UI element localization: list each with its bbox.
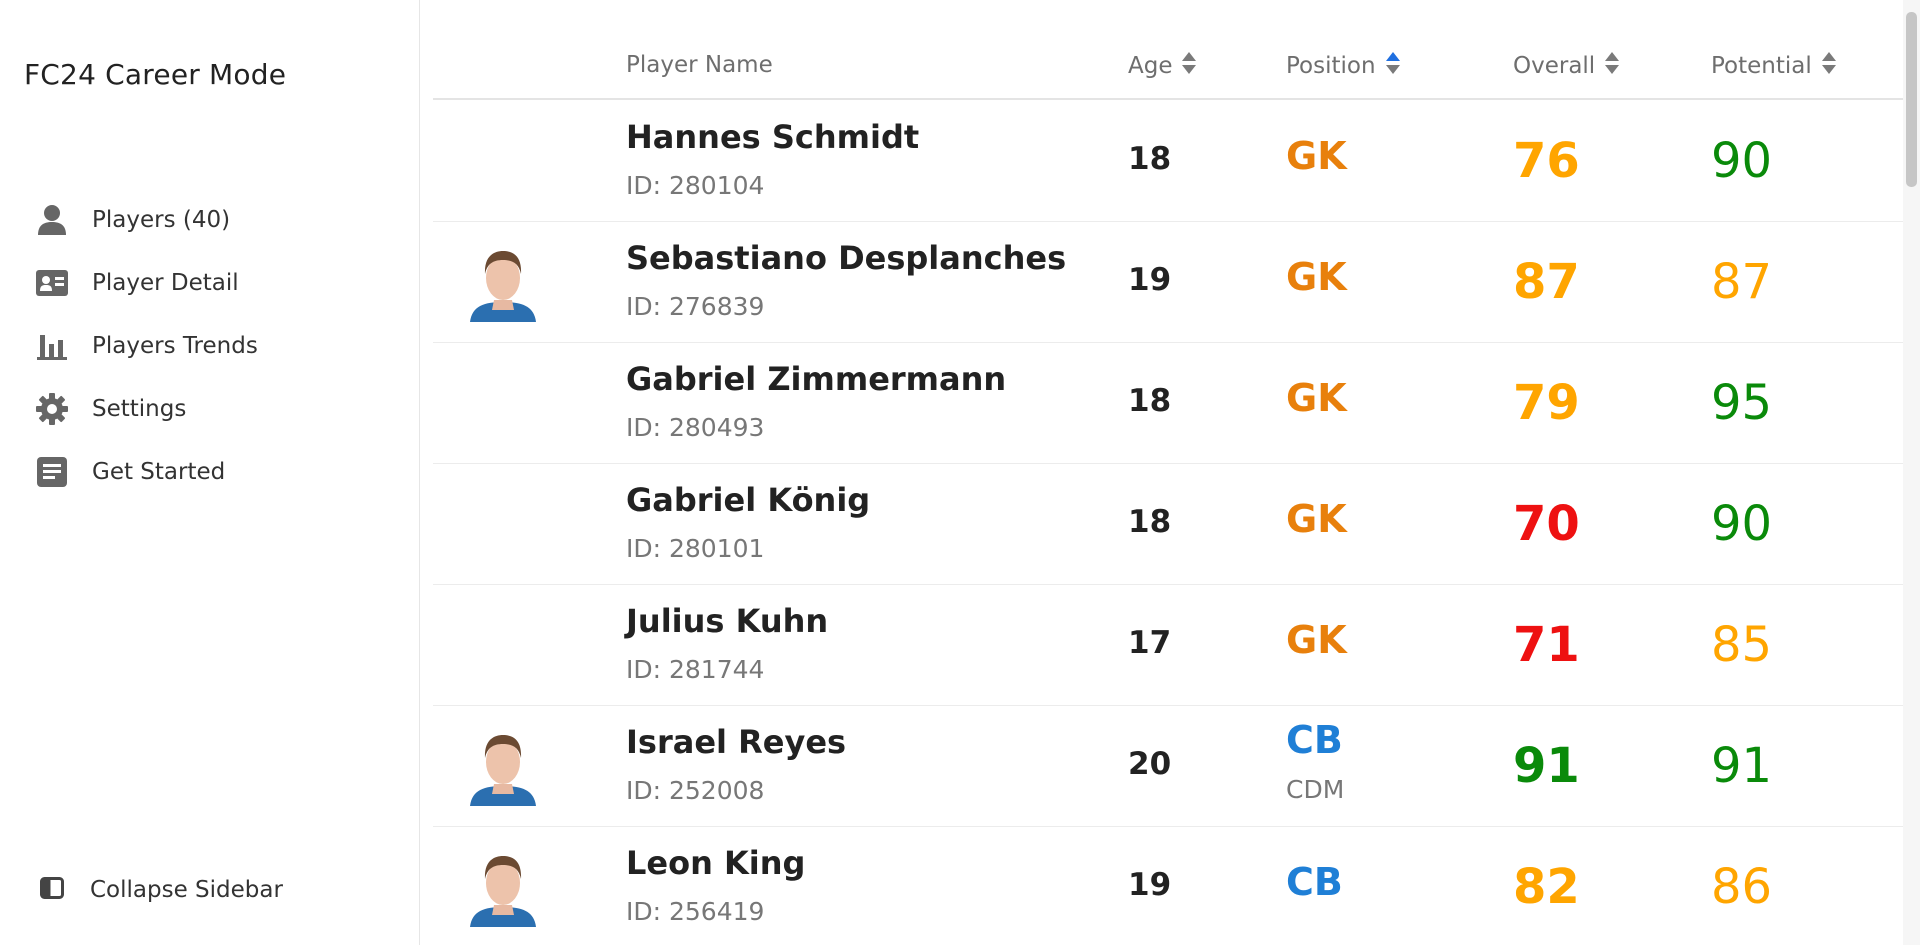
gear-icon: [36, 392, 68, 425]
player-potential: 90: [1711, 133, 1773, 189]
player-name[interactable]: Julius Kuhn: [626, 602, 829, 640]
sidebar-toggle-icon: [40, 877, 64, 903]
players-table: Player Name Age Position Overall: [433, 0, 1903, 945]
collapse-sidebar-label: Collapse Sidebar: [90, 877, 283, 903]
player-id: ID: 280104: [626, 171, 765, 200]
player-overall: 91: [1513, 738, 1580, 794]
player-position: GK: [1286, 497, 1347, 541]
player-photo: [468, 849, 538, 927]
player-secondary-position: CDM: [1286, 775, 1345, 804]
player-id: ID: 281744: [626, 655, 765, 684]
sort-icon: [1821, 52, 1836, 80]
scrollbar-thumb[interactable]: [1906, 12, 1917, 187]
document-icon: [36, 456, 68, 488]
header-label: Potential: [1711, 53, 1812, 79]
player-overall: 71: [1513, 617, 1580, 673]
sidebar-nav: Players (40) Player Detail: [0, 188, 420, 503]
header-label: Player Name: [626, 52, 773, 78]
player-position: GK: [1286, 255, 1347, 299]
vertical-scrollbar[interactable]: [1903, 0, 1920, 945]
player-id: ID: 280493: [626, 413, 765, 442]
player-overall: 82: [1513, 859, 1580, 915]
sidebar-item-get-started[interactable]: Get Started: [0, 440, 420, 503]
player-potential: 91: [1711, 738, 1773, 794]
table-row[interactable]: Julius Kuhn ID: 281744 17 GK 71 85: [433, 585, 1903, 706]
sidebar-item-players[interactable]: Players (40): [0, 188, 420, 251]
header-label: Position: [1286, 53, 1376, 79]
header-overall[interactable]: Overall: [1513, 52, 1620, 80]
person-icon: [36, 204, 68, 236]
table-row[interactable]: Hannes Schmidt ID: 280104 18 GK 76 90: [433, 101, 1903, 222]
player-position: GK: [1286, 134, 1347, 178]
player-age: 18: [1128, 504, 1172, 540]
player-position: CB: [1286, 860, 1343, 904]
player-id: ID: 252008: [626, 776, 765, 805]
player-id: ID: 256419: [626, 897, 765, 926]
header-potential[interactable]: Potential: [1711, 52, 1836, 80]
header-position[interactable]: Position: [1286, 52, 1400, 80]
header-label: Age: [1128, 53, 1173, 79]
id-card-icon: [36, 267, 68, 299]
table-header: Player Name Age Position Overall: [433, 40, 1903, 100]
player-name[interactable]: Israel Reyes: [626, 723, 847, 761]
sidebar-item-label: Settings: [92, 395, 187, 422]
header-player-name[interactable]: Player Name: [626, 52, 773, 78]
header-age[interactable]: Age: [1128, 52, 1197, 80]
table-row[interactable]: Sebastiano Desplanches ID: 276839 19 GK 87 87: [433, 222, 1903, 343]
player-overall: 76: [1513, 133, 1580, 189]
player-overall: 87: [1513, 254, 1580, 310]
player-position: GK: [1286, 618, 1347, 662]
player-potential: 85: [1711, 617, 1773, 673]
sort-icon: [1605, 52, 1620, 80]
player-age: 19: [1128, 262, 1172, 298]
app-title: FC24 Career Mode: [24, 58, 287, 91]
player-potential: 87: [1711, 254, 1773, 310]
header-label: Overall: [1513, 53, 1596, 79]
table-row[interactable]: Israel Reyes ID: 252008 20 CB CDM 91 91: [433, 706, 1903, 827]
player-name[interactable]: Sebastiano Desplanches: [626, 239, 1067, 277]
bar-chart-icon: [36, 330, 68, 362]
sidebar: FC24 Career Mode Players (40): [0, 0, 420, 945]
player-age: 20: [1128, 746, 1172, 782]
player-age: 18: [1128, 383, 1172, 419]
player-age: 17: [1128, 625, 1172, 661]
sidebar-item-player-detail[interactable]: Player Detail: [0, 251, 420, 314]
player-overall: 79: [1513, 375, 1580, 431]
sort-icon: [1182, 52, 1197, 80]
player-name[interactable]: Hannes Schmidt: [626, 118, 920, 156]
player-id: ID: 276839: [626, 292, 765, 321]
player-name[interactable]: Gabriel Zimmermann: [626, 360, 1007, 398]
player-age: 18: [1128, 141, 1172, 177]
player-overall: 70: [1513, 496, 1580, 552]
sort-active-icon: [1385, 52, 1400, 80]
sidebar-item-players-trends[interactable]: Players Trends: [0, 314, 420, 377]
table-row[interactable]: Leon King ID: 256419 19 CB 82 86: [433, 827, 1903, 945]
player-name[interactable]: Gabriel König: [626, 481, 871, 519]
player-photo: [468, 728, 538, 806]
player-potential: 86: [1711, 859, 1773, 915]
sidebar-item-settings[interactable]: Settings: [0, 377, 420, 440]
sidebar-item-label: Players Trends: [92, 332, 258, 359]
player-id: ID: 280101: [626, 534, 765, 563]
sidebar-item-label: Players (40): [92, 206, 231, 233]
table-row[interactable]: Gabriel König ID: 280101 18 GK 70 90: [433, 464, 1903, 585]
player-name[interactable]: Leon King: [626, 844, 806, 882]
sidebar-item-label: Get Started: [92, 458, 226, 485]
player-position: CB: [1286, 718, 1343, 762]
player-potential: 95: [1711, 375, 1773, 431]
player-age: 19: [1128, 867, 1172, 903]
player-photo: [468, 244, 538, 322]
collapse-sidebar-button[interactable]: Collapse Sidebar: [0, 860, 420, 920]
player-potential: 90: [1711, 496, 1773, 552]
sidebar-item-label: Player Detail: [92, 269, 239, 296]
table-row[interactable]: Gabriel Zimmermann ID: 280493 18 GK 79 95: [433, 343, 1903, 464]
player-position: GK: [1286, 376, 1347, 420]
